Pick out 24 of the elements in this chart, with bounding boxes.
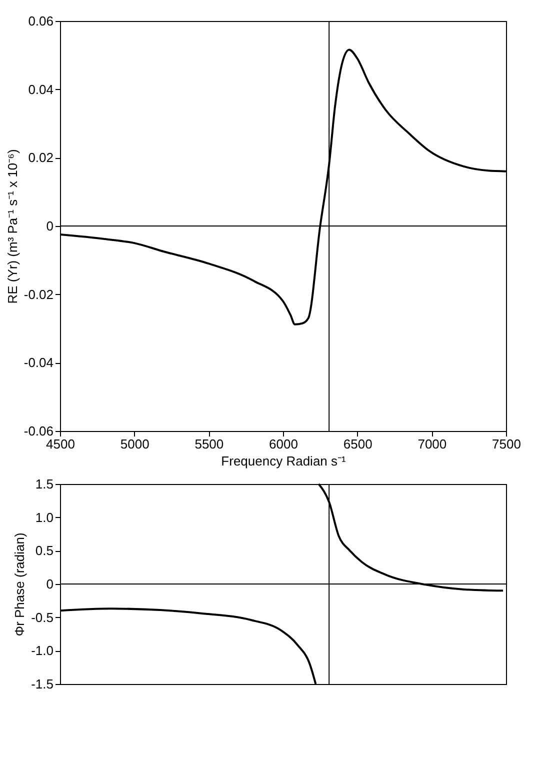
y-tick-label: -1.5 — [31, 676, 54, 692]
x-axis-title: Frequency Radian s⁻¹ — [221, 454, 347, 468]
x-tick-label: 7500 — [492, 436, 521, 452]
y-tick-label: 0 — [46, 576, 54, 592]
x-tick-label: 5000 — [120, 436, 150, 452]
y-tick-label: 0.02 — [28, 150, 54, 166]
x-tick-label: 6000 — [269, 436, 298, 452]
y-tick-label: 0.5 — [35, 543, 54, 558]
y-axis-title: RE (Yr) (m³ Pa⁻¹ s⁻¹ x 10⁻⁶) — [4, 149, 20, 304]
y-tick-label: 0.06 — [28, 14, 54, 28]
y-tick-label: 1.5 — [35, 476, 54, 492]
x-tick-label: 5500 — [194, 436, 224, 452]
y-tick-label: -1.0 — [31, 643, 54, 658]
y-tick-label: -0.5 — [31, 610, 54, 625]
y-tick-label: 0.04 — [28, 82, 54, 97]
y-tick-label: 1.0 — [35, 510, 54, 525]
x-tick-label: 7000 — [418, 436, 447, 452]
y-tick-label: -0.06 — [24, 424, 54, 438]
y-tick-label: 0 — [46, 218, 54, 234]
x-tick-label: 6500 — [343, 436, 372, 452]
y-axis-title: Φr Phase (radian) — [12, 532, 28, 636]
y-tick-label: -0.04 — [24, 355, 54, 370]
x-tick-label: 4500 — [46, 436, 75, 452]
y-tick-label: -0.02 — [24, 286, 54, 302]
